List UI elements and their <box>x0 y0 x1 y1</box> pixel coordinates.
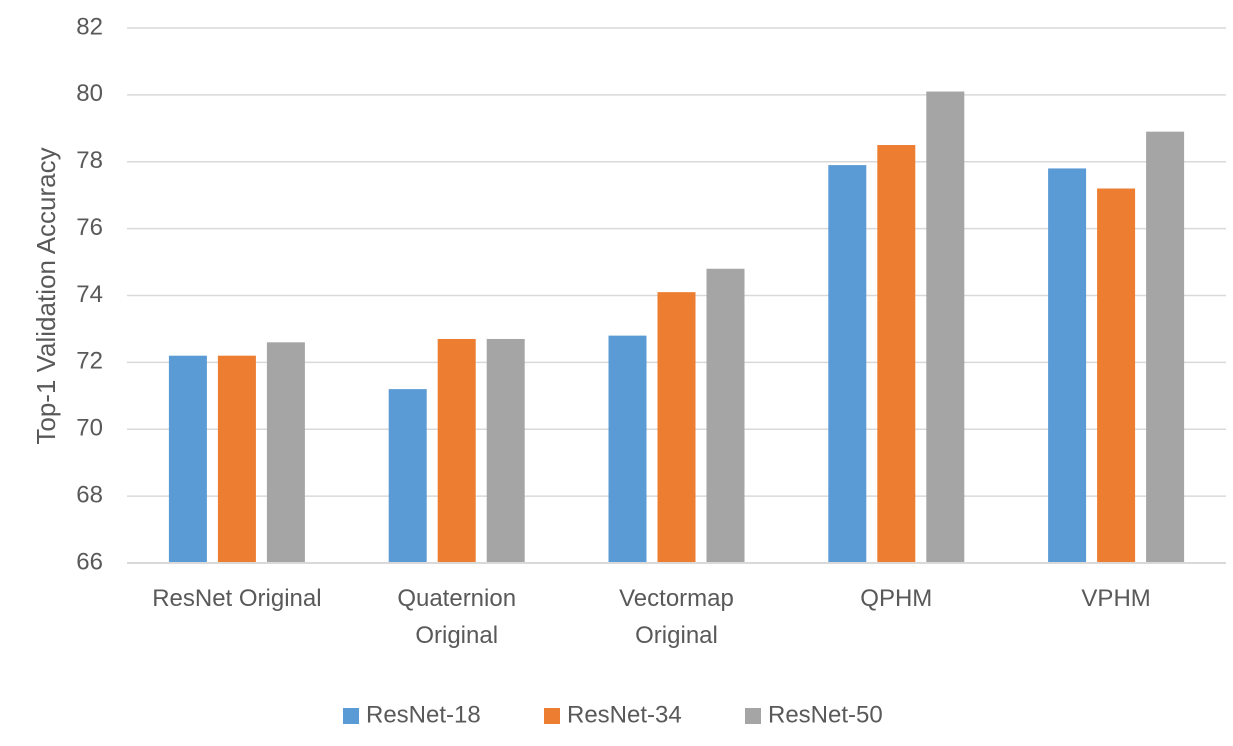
bar-resnet-34-0 <box>217 355 256 563</box>
legend-label-resnet-18: ResNet-18 <box>366 701 481 728</box>
x-category-labels: ResNet Original Quaternion OriginalVectorm… <box>152 585 1151 649</box>
legend-swatch-resnet-18 <box>343 708 359 724</box>
y-tick-label: 70 <box>76 415 103 442</box>
legend-swatch-resnet-34 <box>544 708 560 724</box>
x-category-label: VPHM <box>1081 585 1150 612</box>
y-tick-label: 76 <box>76 214 103 241</box>
x-category-label-line: QPHM <box>860 585 932 612</box>
x-category-label-line: Original <box>415 622 498 649</box>
x-category-label-line: Quaternion <box>397 585 516 612</box>
legend-label-resnet-34: ResNet-34 <box>567 701 682 728</box>
y-tick-label: 78 <box>76 147 103 174</box>
bar-resnet-50-1 <box>486 338 525 563</box>
x-category-label-line: VPHM <box>1081 585 1150 612</box>
x-category-label: ResNet Original <box>152 585 321 612</box>
bar-resnet-18-3 <box>828 165 867 563</box>
x-category-label-line: ResNet Original <box>152 585 321 612</box>
legend: ResNet-18 ResNet-34 ResNet-50 <box>343 701 883 728</box>
bar-resnet-50-4 <box>1146 131 1185 563</box>
y-tick-label: 72 <box>76 348 103 375</box>
bar-resnet-50-2 <box>706 268 745 563</box>
bar-resnet-18-0 <box>168 355 207 563</box>
y-axis-title: Top-1 Validation Accuracy <box>31 147 61 444</box>
bar-resnet-34-1 <box>437 338 476 563</box>
bar-resnet-18-1 <box>388 389 427 563</box>
y-tick-labels: 66 68 70 72 74 76 78 80 82 <box>76 13 103 575</box>
y-tick-label: 80 <box>76 80 103 107</box>
bar-resnet-34-3 <box>877 145 916 563</box>
bar-resnet-50-0 <box>266 342 305 563</box>
bar-resnet-34-4 <box>1097 188 1136 563</box>
y-tick-label: 82 <box>76 13 103 40</box>
x-category-label: Vectormap Original <box>619 585 734 649</box>
x-category-label-line: Original <box>635 622 718 649</box>
y-tick-label: 74 <box>76 281 103 308</box>
x-category-label: Quaternion Original <box>397 585 516 649</box>
y-tick-label: 68 <box>76 481 103 508</box>
legend-label-resnet-50: ResNet-50 <box>768 701 883 728</box>
y-tick-label: 66 <box>76 548 103 575</box>
legend-swatch-resnet-50 <box>745 708 761 724</box>
bar-resnet-18-2 <box>608 335 647 563</box>
bar-resnet-50-3 <box>926 91 965 563</box>
bar-resnet-34-2 <box>657 292 696 563</box>
x-category-label: QPHM <box>860 585 932 612</box>
x-category-label-line: Vectormap <box>619 585 734 612</box>
bar-resnet-18-4 <box>1048 168 1087 563</box>
bars <box>168 91 1185 563</box>
